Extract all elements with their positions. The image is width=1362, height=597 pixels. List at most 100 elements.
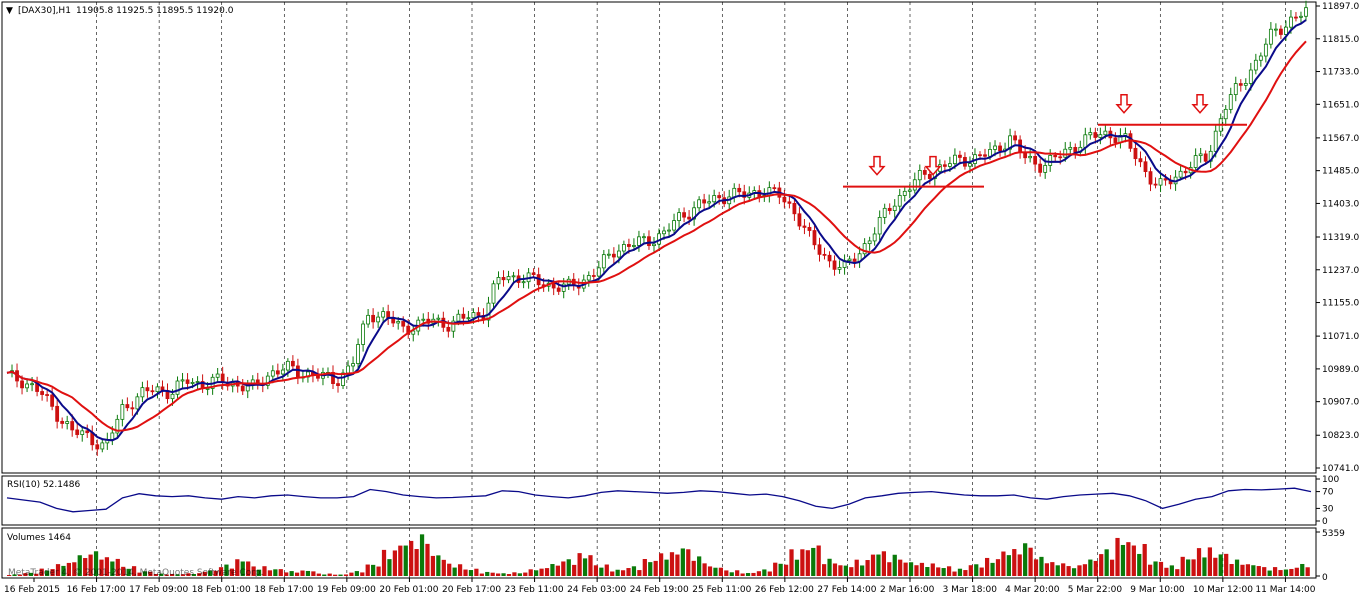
candle-body	[732, 187, 737, 198]
volume-bar	[843, 565, 848, 576]
rsi-tick-label: 100	[1322, 475, 1339, 485]
candle-body	[1133, 147, 1138, 160]
y-tick-label: 11651.0	[1322, 100, 1359, 110]
volume-bar	[778, 563, 783, 576]
volume-bar	[827, 558, 832, 576]
volume-bar	[180, 574, 186, 576]
volume-bar	[1071, 568, 1077, 576]
candle-body	[40, 391, 45, 395]
candle-body	[436, 317, 441, 320]
volume-bar	[1033, 559, 1039, 576]
candle-body	[1258, 55, 1263, 61]
volume-bar	[387, 559, 392, 576]
vol-tick-label: 0	[1322, 573, 1328, 583]
volume-bar	[360, 572, 365, 576]
y-tick-label: 10907.0	[1322, 398, 1359, 408]
volume-bar	[333, 574, 338, 576]
volume-bar	[1213, 557, 1218, 576]
volume-bar	[381, 549, 387, 576]
candle-body	[50, 394, 55, 407]
candle-body	[185, 379, 190, 384]
volume-bar	[811, 547, 816, 576]
volume-bar	[457, 564, 463, 576]
volume-bar	[1175, 569, 1180, 576]
candle-body	[511, 275, 516, 278]
ma-fast	[6, 19, 1307, 442]
candle-body	[1198, 153, 1203, 156]
candle-body	[556, 287, 561, 292]
volume-bar	[34, 573, 39, 576]
volume-bar	[903, 562, 908, 576]
candle-body	[792, 202, 797, 215]
candle-body	[346, 365, 350, 374]
volume-bar	[1115, 537, 1120, 576]
volume-bar	[213, 570, 218, 576]
volume-bar	[1186, 559, 1191, 576]
volume-bar	[1153, 561, 1158, 576]
candle-body	[1238, 83, 1243, 86]
candle-body	[30, 383, 34, 386]
candle-body	[1299, 15, 1303, 18]
x-tick-label: 20 Feb 17:00	[442, 585, 501, 595]
candle-body	[55, 405, 60, 422]
volume-bar	[631, 566, 637, 576]
candle-body	[601, 254, 606, 269]
candle-body	[837, 267, 842, 270]
candle-body	[506, 276, 511, 281]
volume-bar	[544, 568, 550, 576]
volume-bar	[131, 566, 137, 576]
candle-body	[993, 145, 997, 150]
rsi-panel-frame	[1, 475, 1317, 526]
volume-bar	[300, 570, 305, 576]
volume-bar	[191, 574, 196, 576]
volume-bar	[452, 567, 457, 576]
candle-body	[596, 267, 601, 277]
volume-bar	[686, 549, 691, 576]
rsi-tick-label: 30	[1322, 504, 1334, 514]
volume-bar	[436, 555, 441, 576]
volume-bar	[794, 559, 800, 576]
volume-bar	[1158, 561, 1164, 576]
volume-bar	[294, 572, 300, 576]
candle-body	[807, 226, 812, 231]
candle-body	[25, 383, 29, 389]
candle-body	[621, 244, 626, 252]
volume-bar	[1001, 551, 1006, 576]
candle-body	[1103, 130, 1108, 136]
candle-body	[190, 381, 195, 384]
volume-bar	[170, 573, 175, 576]
candle-body	[476, 312, 481, 316]
x-tick-label: 11 Mar 14:00	[1255, 585, 1315, 595]
candle-body	[867, 240, 872, 245]
volume-bar	[278, 569, 283, 576]
volume-bar	[610, 571, 615, 576]
volume-bar	[273, 569, 278, 576]
volume-bar	[1088, 559, 1093, 576]
down-arrow-icon	[868, 155, 886, 176]
candle-body	[1138, 158, 1143, 163]
volume-bar	[343, 574, 349, 576]
ohlc-readout: 11905.8 11925.5 11895.5 11920.0	[76, 6, 234, 16]
volume-bar	[256, 569, 262, 576]
volume-bar	[691, 560, 696, 576]
y-tick-label: 11485.0	[1322, 167, 1359, 177]
candle-body	[491, 283, 496, 304]
y-tick-label: 10823.0	[1322, 431, 1359, 441]
x-tick-label: 27 Feb 14:00	[817, 585, 876, 595]
volume-bar	[430, 555, 436, 576]
candle-body	[1073, 147, 1078, 153]
volume-bar	[23, 573, 28, 576]
volume-bar	[88, 554, 93, 576]
candle-body	[902, 190, 907, 196]
down-arrow-icon	[1115, 93, 1133, 114]
volume-bar	[555, 565, 560, 576]
candle-body	[45, 394, 50, 396]
volume-bar	[718, 567, 723, 576]
price-axis: 11897.0 11815.0 11733.0 11651.0 11567.0 11485…	[1316, 2, 1359, 583]
candle-body	[1178, 170, 1183, 178]
candle-body	[366, 314, 371, 325]
candle-body	[451, 320, 456, 332]
volume-bar	[354, 571, 359, 576]
volume-bar	[1251, 565, 1256, 576]
